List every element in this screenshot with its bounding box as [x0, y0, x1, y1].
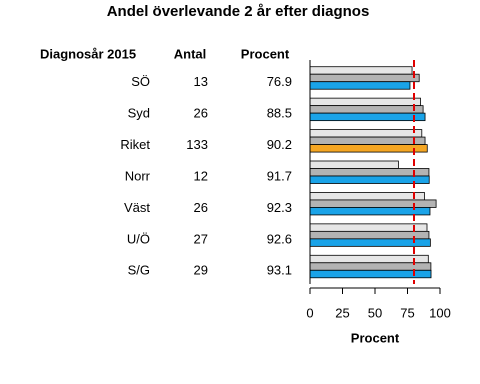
- bar: [309, 192, 425, 201]
- count-label: 29: [194, 263, 208, 278]
- x-tick-label: 50: [368, 305, 382, 320]
- value-label: 93.1: [267, 263, 292, 278]
- category-label: Riket: [120, 137, 150, 152]
- bar: [309, 66, 413, 75]
- x-tick-label: 75: [400, 305, 414, 320]
- bar: [309, 160, 399, 169]
- x-tick-label: 100: [429, 305, 451, 320]
- x-tick-label: 25: [335, 305, 349, 320]
- bar: [309, 112, 426, 122]
- category-label: S/G: [128, 263, 150, 278]
- row-header: Diagnosår 2015: [40, 46, 136, 61]
- bar: [309, 81, 411, 90]
- count-label: 26: [194, 106, 208, 121]
- bar: [309, 129, 423, 138]
- bar: [309, 262, 432, 271]
- category-label: U/Ö: [127, 231, 150, 246]
- category-label: Väst: [124, 200, 150, 215]
- count-label: 133: [186, 137, 208, 152]
- value-label: 90.2: [267, 137, 292, 152]
- x-axis-label: Procent: [351, 330, 400, 345]
- bar: [309, 105, 424, 114]
- bar: [309, 97, 421, 107]
- bar: [309, 175, 430, 184]
- bar: [309, 144, 428, 153]
- bar: [309, 254, 429, 264]
- bar: [309, 230, 430, 240]
- bar: [309, 199, 437, 208]
- bar: [309, 223, 428, 232]
- value-header: Procent: [241, 46, 290, 61]
- bar: [309, 136, 426, 145]
- bar: [309, 73, 420, 83]
- value-label: 91.7: [267, 168, 292, 183]
- value-label: 92.3: [267, 200, 292, 215]
- value-label: 92.6: [267, 231, 292, 246]
- category-label: SÖ: [131, 74, 150, 89]
- count-label: 13: [194, 74, 208, 89]
- value-label: 88.5: [267, 106, 292, 121]
- bar: [309, 168, 430, 177]
- x-tick-label: 0: [306, 305, 313, 320]
- count-label: 12: [194, 168, 208, 183]
- count-header: Antal: [174, 46, 207, 61]
- value-label: 76.9: [267, 74, 292, 89]
- chart-title: Andel överlevande 2 år efter diagnos: [107, 3, 370, 20]
- category-label: Syd: [128, 106, 150, 121]
- count-label: 27: [194, 231, 208, 246]
- bar: [309, 207, 431, 216]
- bar: [309, 269, 432, 279]
- count-label: 26: [194, 200, 208, 215]
- category-label: Norr: [125, 168, 151, 183]
- bar: [309, 238, 431, 247]
